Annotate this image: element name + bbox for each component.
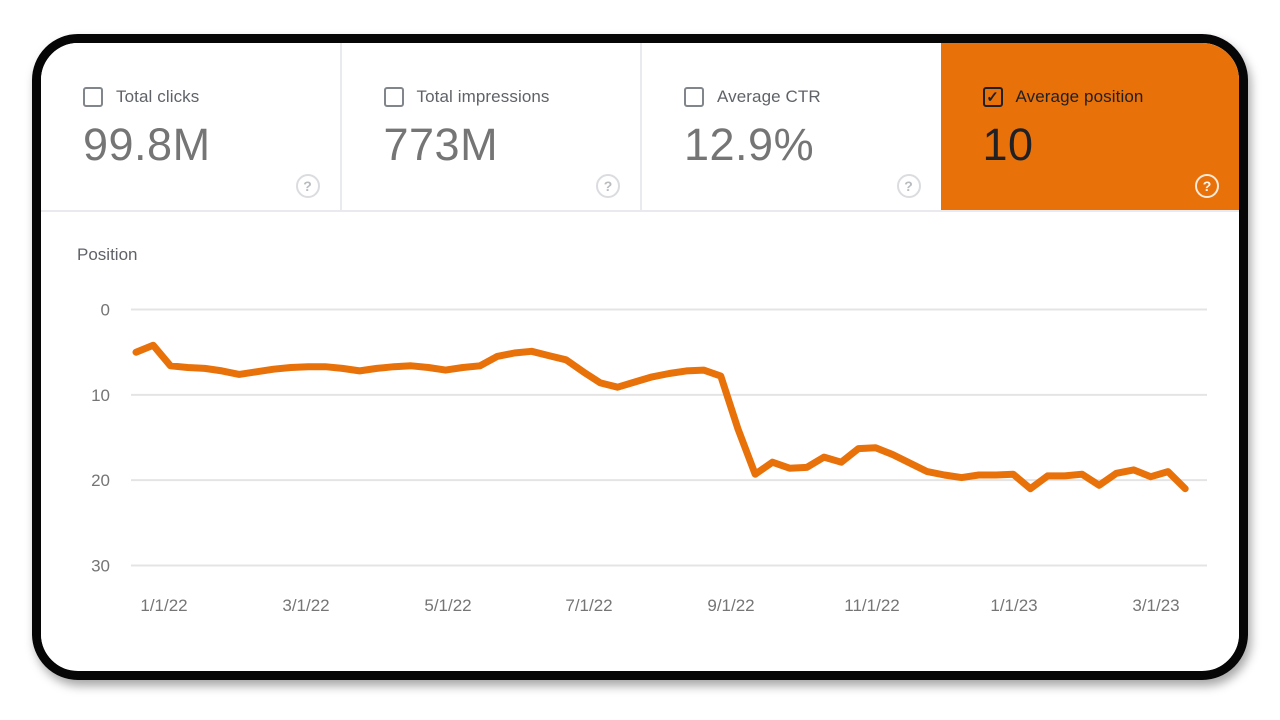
chart-title: Position bbox=[77, 245, 138, 264]
card-label: Average CTR bbox=[717, 87, 821, 106]
help-icon[interactable]: ? bbox=[295, 174, 320, 198]
y-axis-tick-label: 20 bbox=[91, 471, 110, 490]
checkbox-average-ctr[interactable] bbox=[684, 87, 704, 107]
average-position-line bbox=[132, 341, 1189, 493]
card-header: Total clicks bbox=[83, 87, 340, 107]
y-axis-tick-label: 30 bbox=[91, 556, 110, 575]
x-axis-tick-label: 11/1/22 bbox=[844, 596, 899, 615]
checkbox-average-position-checked[interactable]: ✓ bbox=[982, 87, 1003, 107]
x-axis-tick-label: 1/1/22 bbox=[140, 596, 187, 615]
y-axis-tick-label: 10 bbox=[91, 386, 110, 405]
position-line-chart: 0 10 20 30 1/1/22 3/1/22 5/1/22 7/1/22 9/1/22 11/… bbox=[91, 301, 1207, 615]
screenshot-frame: Total clicks 99.8M ? Total impressions 7… bbox=[32, 34, 1248, 680]
card-total-impressions[interactable]: Total impressions 773M ? bbox=[341, 43, 642, 210]
x-axis-tick-label: 5/1/22 bbox=[424, 596, 471, 615]
y-axis-tick-label: 0 bbox=[101, 301, 110, 320]
help-icon[interactable]: ? bbox=[896, 174, 921, 198]
card-total-clicks[interactable]: Total clicks 99.8M ? bbox=[41, 43, 342, 210]
card-header: Average CTR bbox=[684, 87, 941, 107]
card-header: Total impressions bbox=[383, 87, 641, 107]
card-label: Average position bbox=[1015, 87, 1144, 106]
metric-cards-row: Total clicks 99.8M ? Total impressions 7… bbox=[41, 43, 1239, 212]
card-value: 10 bbox=[982, 119, 1034, 170]
card-value: 773M bbox=[383, 119, 499, 170]
card-header: ✓ Average position bbox=[982, 87, 1240, 107]
x-axis-tick-label: 7/1/22 bbox=[565, 596, 612, 615]
help-icon[interactable]: ? bbox=[1195, 174, 1219, 198]
help-icon[interactable]: ? bbox=[596, 174, 620, 198]
card-label: Total clicks bbox=[116, 87, 200, 106]
checkbox-total-impressions[interactable] bbox=[383, 87, 404, 107]
position-chart-area: Position 0 10 20 30 1/1/22 3/1/22 5/1/22 7/1/22… bbox=[41, 212, 1239, 669]
x-axis-tick-label: 9/1/22 bbox=[707, 596, 754, 615]
x-axis-tick-label: 1/1/23 bbox=[990, 596, 1037, 615]
card-label: Total impressions bbox=[416, 87, 550, 106]
card-value: 12.9% bbox=[684, 119, 815, 170]
card-value: 99.8M bbox=[83, 119, 211, 170]
card-average-ctr[interactable]: Average CTR 12.9% ? bbox=[642, 43, 941, 210]
x-axis-tick-label: 3/1/22 bbox=[282, 596, 329, 615]
checkbox-total-clicks[interactable] bbox=[83, 87, 103, 107]
card-average-position[interactable]: ✓ Average position 10 ? bbox=[940, 43, 1240, 210]
x-axis-tick-label: 3/1/23 bbox=[1132, 596, 1179, 615]
